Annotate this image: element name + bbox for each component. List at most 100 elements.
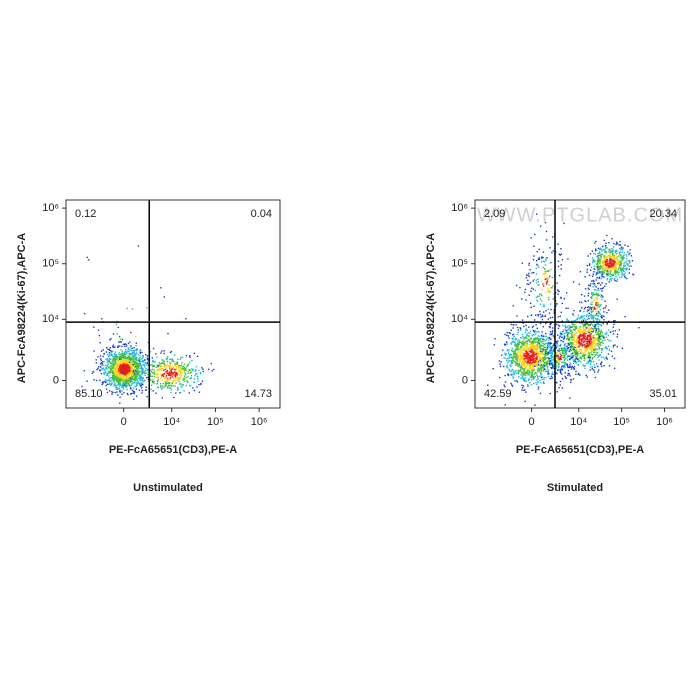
- event-dot: [523, 354, 525, 356]
- event-dot: [544, 340, 546, 342]
- event-dot: [592, 354, 594, 356]
- event-dot: [590, 312, 593, 314]
- event-dot: [614, 265, 617, 267]
- event-dot: [574, 334, 576, 336]
- event-dot: [525, 371, 527, 373]
- event-dot: [607, 264, 609, 266]
- event-dot: [118, 345, 121, 347]
- event-dot: [587, 344, 590, 346]
- event-dot: [582, 334, 584, 337]
- event-dot: [110, 338, 112, 340]
- event-dot: [627, 264, 629, 266]
- event-dot: [528, 283, 530, 285]
- event-dot: [582, 339, 584, 341]
- event-dot: [124, 370, 126, 373]
- event-dot: [603, 268, 606, 270]
- event-dot: [151, 375, 153, 377]
- event-dot: [564, 324, 567, 327]
- event-dot: [597, 287, 599, 290]
- event-dot: [124, 363, 126, 365]
- event-dot: [573, 345, 575, 347]
- event-dot: [133, 370, 135, 373]
- event-dot: [117, 388, 119, 390]
- event-dot: [549, 262, 552, 264]
- event-dot: [552, 250, 555, 252]
- event-dot: [510, 362, 513, 364]
- event-dot: [598, 253, 600, 255]
- event-dot: [516, 360, 518, 362]
- event-dot: [537, 367, 540, 369]
- event-dot: [101, 363, 104, 365]
- event-dot: [597, 293, 599, 295]
- event-dot: [528, 275, 530, 277]
- event-dot: [163, 350, 165, 352]
- event-dot: [590, 329, 592, 331]
- event-dot: [122, 364, 124, 367]
- watermark: WWW.PTGLAB.COM: [477, 204, 683, 226]
- event-dot: [131, 383, 133, 385]
- event-dot: [567, 328, 569, 331]
- event-dot: [596, 271, 598, 273]
- event-dot: [523, 379, 525, 381]
- event-dot: [566, 355, 568, 357]
- event-dot: [573, 349, 576, 351]
- event-dot: [577, 363, 580, 366]
- event-dot: [589, 337, 592, 340]
- event-dot: [624, 267, 626, 270]
- event-dot: [593, 289, 596, 291]
- event-dot: [529, 350, 532, 352]
- event-dot: [522, 378, 524, 380]
- event-dot: [543, 365, 545, 367]
- event-dot: [616, 250, 618, 253]
- event-dot: [146, 369, 148, 371]
- event-dot: [181, 362, 183, 364]
- event-dot: [599, 331, 601, 333]
- event-dot: [550, 333, 553, 336]
- event-dot: [609, 275, 612, 277]
- event-dot: [599, 247, 601, 249]
- event-dot: [595, 353, 597, 356]
- event-dot: [573, 350, 576, 352]
- event-dot: [133, 351, 135, 353]
- event-dot: [565, 350, 567, 352]
- event-dot: [517, 355, 520, 357]
- event-dot: [157, 368, 160, 371]
- event-dot: [603, 311, 605, 313]
- event-dot: [603, 257, 605, 260]
- event-dot: [563, 298, 565, 300]
- event-dot: [518, 339, 520, 341]
- event-dot: [581, 306, 583, 309]
- event-dot: [579, 356, 581, 359]
- event-dot: [518, 360, 521, 362]
- event-dot: [547, 308, 549, 310]
- event-dot: [616, 298, 618, 300]
- event-dot: [538, 347, 540, 349]
- event-dot: [186, 381, 188, 383]
- event-dot: [582, 338, 584, 340]
- event-dot: [578, 339, 580, 341]
- event-dot: [572, 314, 575, 317]
- event-dot: [585, 320, 587, 322]
- event-dot: [124, 345, 126, 347]
- event-dot: [558, 363, 560, 365]
- event-dot: [114, 346, 116, 348]
- event-dot: [535, 296, 538, 299]
- event-dot: [604, 300, 606, 302]
- event-dot: [583, 333, 586, 335]
- event-dot: [535, 353, 537, 356]
- event-dot: [599, 260, 601, 262]
- event-dot: [614, 280, 616, 282]
- event-dot: [109, 361, 112, 364]
- event-dot: [86, 256, 88, 259]
- event-dot: [595, 240, 597, 243]
- event-dot: [170, 370, 173, 372]
- event-dot: [567, 349, 569, 351]
- event-dot: [536, 260, 538, 262]
- event-dot: [115, 374, 118, 376]
- event-dot: [552, 362, 554, 365]
- event-dot: [530, 376, 533, 379]
- event-dot: [530, 357, 532, 359]
- event-dot: [525, 344, 527, 346]
- event-dot: [111, 375, 114, 377]
- y-tick-label: 10⁴: [42, 313, 59, 325]
